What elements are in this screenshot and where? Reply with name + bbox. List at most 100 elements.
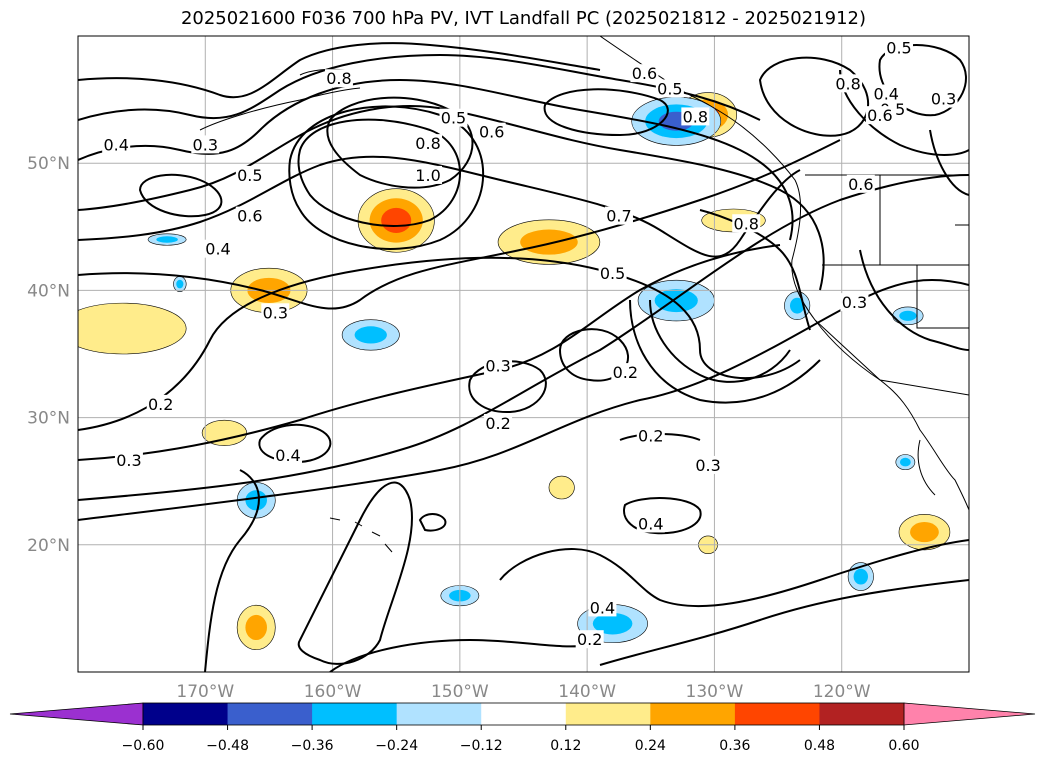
contour-label: 0.5 xyxy=(886,39,911,58)
ivt-anomaly-blob xyxy=(898,513,951,551)
ivt-fill-level xyxy=(381,207,412,233)
border xyxy=(916,265,969,329)
island xyxy=(371,531,381,537)
contour-label: 0.2 xyxy=(485,414,510,433)
contour-label-bg xyxy=(414,134,443,153)
contour-label-bg xyxy=(102,135,131,154)
ivt-fill-level xyxy=(354,326,387,344)
coastline xyxy=(199,87,361,131)
contour-label: 0.4 xyxy=(638,514,663,533)
axis-tick-labels: 170°W 160°W 150°W 140°W 130°W 120°W 50°N 40°N 30… xyxy=(27,154,871,702)
colorbar-segment xyxy=(143,703,229,725)
chart-title: 2025021600 F036 700 hPa PV, IVT Landfall… xyxy=(180,8,867,29)
contour-label-bg xyxy=(694,455,723,474)
ivt-fill-level xyxy=(245,614,267,641)
pv-contour-line xyxy=(929,129,969,196)
contour-label: 0.4 xyxy=(205,240,230,259)
contour-label-bg xyxy=(865,106,894,125)
contour-label-bg xyxy=(484,413,513,432)
island xyxy=(354,521,363,527)
colorbar-label: −0.24 xyxy=(375,738,418,754)
pv-contour-line xyxy=(758,56,869,137)
contour-label-bg xyxy=(604,206,633,225)
pv-contour-line xyxy=(499,539,969,608)
ivt-fill-level xyxy=(899,457,911,467)
colorbar-label: 0.36 xyxy=(719,738,750,754)
ivt-anomaly-blob xyxy=(357,188,435,253)
colorbar-label: 0.60 xyxy=(888,738,919,754)
ivt-fill-level xyxy=(789,297,805,314)
lon-tick-label: 140°W xyxy=(558,682,616,702)
contour-label-bg xyxy=(588,598,617,617)
pv-contour-line xyxy=(288,105,485,250)
lat-tick-label: 30°N xyxy=(27,409,70,429)
ivt-fill-level xyxy=(78,302,187,355)
ivt-anomaly-blob xyxy=(147,233,187,246)
ivt-anomaly-blob xyxy=(201,419,247,446)
ivt-anomaly-blob xyxy=(892,306,924,326)
ivt-fill-level xyxy=(156,236,178,243)
island xyxy=(329,517,341,521)
pv-contour-line xyxy=(839,69,969,156)
ivt-anomaly-blob xyxy=(548,475,575,500)
contour-label-bg xyxy=(575,630,604,649)
colorbar-segment xyxy=(819,703,905,725)
contour-label-bg xyxy=(840,293,869,312)
contour-label-bg xyxy=(872,84,901,103)
contour-label: 0.4 xyxy=(874,85,899,104)
contour-label: 0.6 xyxy=(848,175,873,194)
contour-label: 0.5 xyxy=(441,109,466,128)
contour-label-bg xyxy=(929,89,958,108)
contour-label-bg xyxy=(235,206,264,225)
coastline-layer xyxy=(199,36,969,553)
contour-label: 0.3 xyxy=(931,90,956,109)
contour-label-bg xyxy=(681,107,710,126)
contour-label-bg xyxy=(630,64,659,83)
colorbar-label: −0.48 xyxy=(206,738,249,754)
contour-label: 0.4 xyxy=(275,446,300,465)
pv-contour-line xyxy=(258,423,332,464)
colorbar-segment xyxy=(481,703,567,725)
contour-label: 0.2 xyxy=(148,395,173,414)
contour-label-bg xyxy=(114,450,143,469)
contour-label: 0.3 xyxy=(193,135,218,154)
colorbar-segment xyxy=(565,703,651,725)
contour-label: 0.3 xyxy=(485,357,510,376)
pv-contour-line xyxy=(138,173,223,218)
contour-label: 0.8 xyxy=(734,214,759,233)
contour-label: 0.3 xyxy=(842,293,867,312)
contour-label: 0.4 xyxy=(103,135,128,154)
ivt-fill-level xyxy=(592,612,633,635)
lon-tick-label: 130°W xyxy=(686,682,744,702)
colorbar-label: 0.24 xyxy=(635,738,666,754)
contour-label: 0.5 xyxy=(600,264,625,283)
pv-contour-labels: 0.8 0.60.50.50.60.80.80.4 0.30.5 1.00.60.40… xyxy=(102,38,958,649)
pv-contour-line xyxy=(297,481,413,665)
colorbar-label: 0.12 xyxy=(550,738,581,754)
contour-label: 0.6 xyxy=(632,64,657,83)
pv-contour-line xyxy=(699,209,811,331)
ivt-fill-level xyxy=(520,229,578,255)
contour-label: 0.2 xyxy=(577,630,602,649)
contour-label-bg xyxy=(732,214,761,233)
ivt-anomaly-blob xyxy=(497,219,601,265)
contour-label-bg xyxy=(324,69,353,88)
pv-contour-line xyxy=(78,174,969,501)
contour-label: 0.2 xyxy=(638,427,663,446)
ivt-fill-level xyxy=(176,279,184,289)
graticule xyxy=(78,36,969,672)
ivt-anomaly-blob xyxy=(236,482,276,519)
ivt-fill-level xyxy=(899,310,917,321)
contour-label: 0.6 xyxy=(867,106,892,125)
contour-label-bg xyxy=(414,165,443,184)
colorbar-extend-high xyxy=(903,702,1036,726)
lat-tick-label: 20°N xyxy=(27,536,70,556)
colorbar-label: −0.12 xyxy=(460,738,503,754)
ivt-fill-level xyxy=(853,568,869,585)
pv-contour-line xyxy=(78,78,794,241)
lat-tick-label: 50°N xyxy=(27,154,70,174)
border xyxy=(879,175,969,266)
pv-contour-line xyxy=(649,299,791,383)
colorbar-segment xyxy=(396,703,482,725)
